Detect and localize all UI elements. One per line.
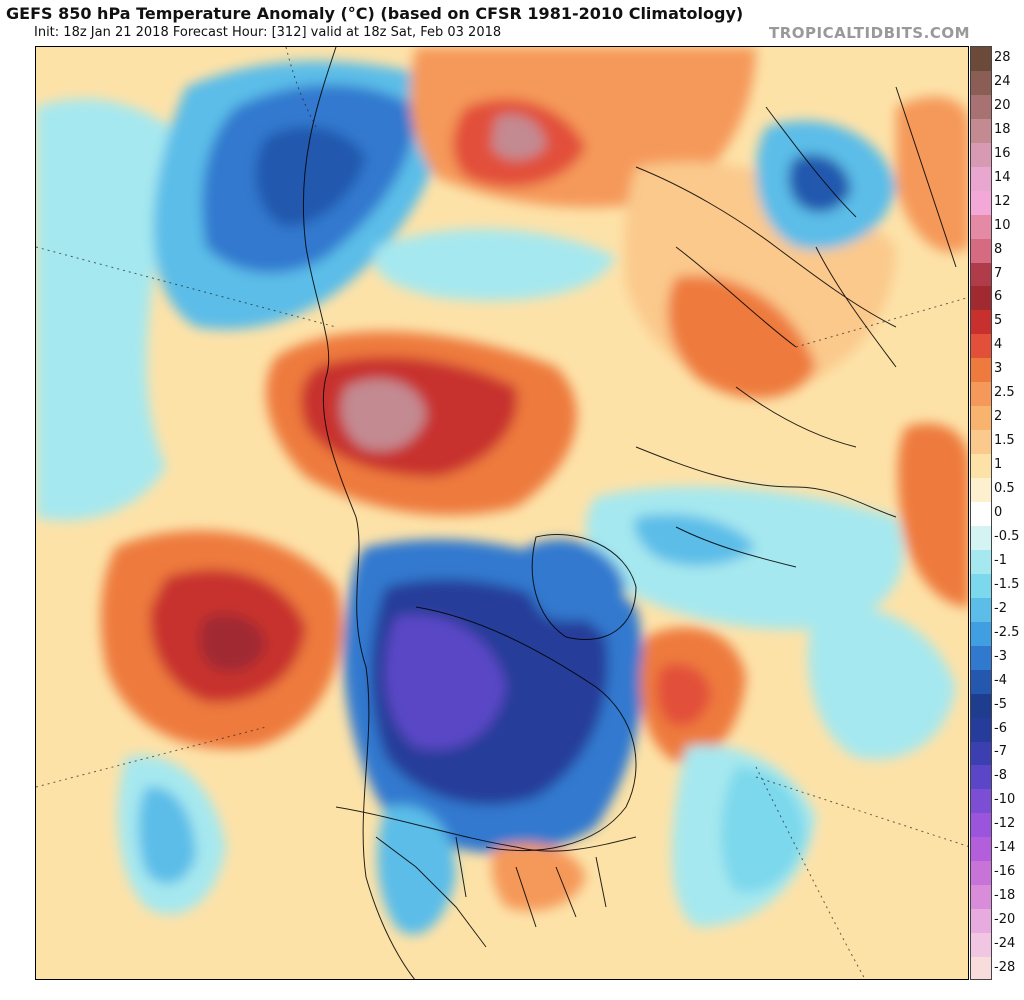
colorbar-segment <box>971 645 991 671</box>
colorbar-segment <box>971 406 991 431</box>
colorbar <box>970 46 992 980</box>
colorbar-tick-label: -5 <box>994 696 1007 712</box>
colorbar-tick-label: -10 <box>994 792 1016 808</box>
colorbar-tick-label: -18 <box>994 888 1016 904</box>
anomaly-map-svg <box>36 47 968 979</box>
colorbar-tick-label: 2 <box>994 409 1003 425</box>
colorbar-tick-label: -4 <box>994 672 1007 688</box>
colorbar-segment <box>971 909 991 934</box>
colorbar-segment <box>971 214 991 240</box>
colorbar-segment <box>971 238 991 264</box>
colorbar-tick-label: -16 <box>994 864 1016 880</box>
colorbar-segment <box>971 166 991 192</box>
colorbar-tick-label: -6 <box>994 720 1007 736</box>
colorbar-tick-label: 16 <box>994 145 1011 161</box>
colorbar-segment <box>971 717 991 742</box>
colorbar-segment <box>971 502 991 527</box>
colorbar-tick-label: 14 <box>994 169 1011 185</box>
colorbar-tick-label: 5 <box>994 313 1003 329</box>
colorbar-tick-label: 12 <box>994 193 1011 209</box>
colorbar-segment <box>971 382 991 407</box>
colorbar-segment <box>971 358 991 383</box>
colorbar-segment <box>971 861 991 886</box>
colorbar-tick-label: 24 <box>994 73 1011 89</box>
colorbar-segment <box>971 621 991 647</box>
colorbar-segment <box>971 94 991 120</box>
colorbar-segment <box>971 573 991 599</box>
colorbar-segment <box>971 334 991 359</box>
colorbar-tick-label: -20 <box>994 912 1016 928</box>
colorbar-tick-label: 1.5 <box>994 433 1015 449</box>
colorbar-segment <box>971 765 991 790</box>
colorbar-segment <box>971 549 991 575</box>
colorbar-tick-label: 7 <box>994 265 1003 281</box>
colorbar-segment <box>971 525 991 551</box>
colorbar-tick-label: -7 <box>994 744 1007 760</box>
colorbar-tick-label: -3 <box>994 648 1007 664</box>
colorbar-segment <box>971 693 991 719</box>
colorbar-tick-label: 18 <box>994 121 1011 137</box>
colorbar-tick-label: 2.5 <box>994 385 1015 401</box>
colorbar-segment <box>971 118 991 144</box>
colorbar-segment <box>971 813 991 838</box>
colorbar-tick-label: -2.5 <box>994 624 1020 640</box>
colorbar-tick-label: -14 <box>994 840 1016 856</box>
colorbar-segment <box>971 933 991 958</box>
colorbar-tick-label: 4 <box>994 337 1003 353</box>
colorbar-segment <box>971 286 991 311</box>
colorbar-tick-label: 6 <box>994 289 1003 305</box>
colorbar-segment <box>971 454 991 479</box>
colorbar-segment <box>971 190 991 216</box>
anomaly-map <box>35 46 969 980</box>
colorbar-segment <box>971 47 991 72</box>
colorbar-tick-label: -12 <box>994 816 1016 832</box>
colorbar-segment <box>971 837 991 862</box>
colorbar-tick-label: 0.5 <box>994 481 1015 497</box>
colorbar-tick-label: -2 <box>994 600 1007 616</box>
colorbar-segment <box>971 789 991 814</box>
colorbar-tick-label: 10 <box>994 217 1011 233</box>
colorbar-segment <box>971 310 991 335</box>
colorbar-segment <box>971 741 991 766</box>
colorbar-segment <box>971 885 991 910</box>
coastlines <box>302 47 957 979</box>
colorbar-tick-label: -8 <box>994 768 1007 784</box>
colorbar-tick-label: 3 <box>994 361 1003 377</box>
colorbar-segment <box>971 70 991 96</box>
colorbar-tick-label: 1 <box>994 457 1003 473</box>
colorbar-segment <box>971 478 991 503</box>
site-watermark: TROPICALTIDBITS.COM <box>769 24 970 42</box>
colorbar-segment <box>971 262 991 287</box>
colorbar-tick-label: 0 <box>994 505 1003 520</box>
colorbar-segment <box>971 142 991 168</box>
graticule <box>36 47 968 979</box>
colorbar-tick-label: -0.5 <box>994 528 1020 544</box>
colorbar-tick-label: 28 <box>994 49 1011 65</box>
colorbar-segment <box>971 430 991 455</box>
colorbar-tick-label: -1.5 <box>994 576 1020 592</box>
colorbar-tick-label: 8 <box>994 241 1003 257</box>
colorbar-segment <box>971 957 991 979</box>
chart-title: GEFS 850 hPa Temperature Anomaly (°C) (b… <box>6 4 744 23</box>
colorbar-tick-label: -28 <box>994 960 1016 976</box>
colorbar-segment <box>971 669 991 695</box>
colorbar-tick-label: -24 <box>994 936 1016 952</box>
colorbar-tick-label: 20 <box>994 97 1011 113</box>
init-forecast-info: Init: 18z Jan 21 2018 Forecast Hour: [31… <box>34 25 502 40</box>
colorbar-segment <box>971 597 991 623</box>
colorbar-tick-label: -1 <box>994 552 1007 568</box>
